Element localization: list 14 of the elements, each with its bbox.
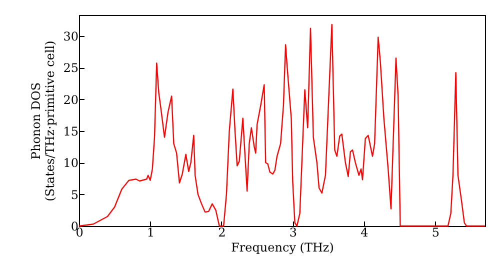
y-tick-label: 20 — [63, 92, 78, 107]
x-tick-label: 3 — [289, 226, 298, 240]
x-tick-label: 1 — [146, 226, 155, 240]
x-tick-label: 2 — [218, 226, 226, 240]
line-series — [78, 24, 486, 227]
y-tick-label: 30 — [63, 29, 78, 44]
y-tick-label: 10 — [63, 156, 78, 170]
y-axis-title: Phonon DOS (States/THz·primitive cell) — [29, 40, 58, 202]
x-tick-label: 5 — [432, 226, 440, 240]
x-axis-title: Frequency (THz) — [231, 240, 334, 254]
y-tick-label: 25 — [63, 61, 78, 76]
y-tick-label: 15 — [63, 124, 78, 138]
y-tick-label: 5 — [70, 188, 78, 202]
x-tick-label: 4 — [360, 226, 369, 240]
